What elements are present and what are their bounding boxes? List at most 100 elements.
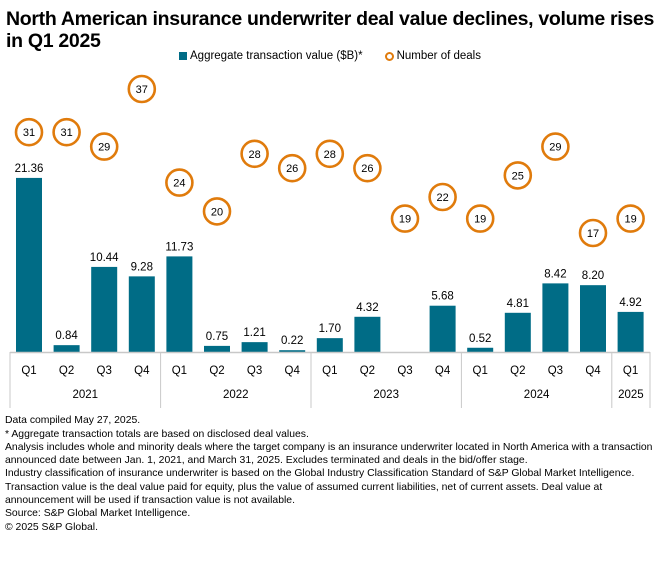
x-tick-label: Q1 (473, 365, 488, 377)
bar (166, 256, 193, 352)
deal-count-label: 20 (211, 206, 223, 218)
deal-count-circle (165, 168, 194, 197)
deal-count-circle (315, 139, 345, 169)
bar-value-label: 5.68 (431, 291, 453, 303)
deal-count-circle (202, 197, 232, 226)
chart-area: 21.36 0.84 10.44 9.28 11.73 0.75 1.21 0.22 1.70 4… (9, 74, 651, 408)
note-asterisk: * Aggregate transaction totals are based… (5, 428, 309, 440)
bar (542, 283, 569, 352)
bar-value-label: 4.32 (356, 302, 378, 314)
deal-count-circle (240, 139, 269, 169)
x-tick-label: Q1 (21, 365, 36, 377)
year-label: 2021 (73, 389, 99, 401)
bar (53, 345, 80, 352)
deal-count-label: 26 (361, 163, 373, 175)
deal-count-circle (503, 161, 533, 190)
deal-count-circle (465, 204, 495, 233)
bar-value-label: 9.28 (131, 261, 153, 273)
bar-value-label: 4.92 (619, 297, 641, 309)
year-label: 2023 (373, 389, 399, 401)
deal-count-label: 37 (136, 84, 148, 96)
deal-count-label: 25 (512, 170, 524, 182)
bar-value-label: 8.20 (582, 270, 604, 282)
deal-count-label: 22 (436, 192, 448, 204)
footnotes: Data compiled May 27, 2025. * Aggregate … (5, 415, 657, 535)
legend-label-deals: Number of deals (396, 50, 481, 62)
bar-value-label: 11.73 (165, 241, 193, 253)
deal-count-label: 29 (549, 142, 561, 154)
bar-value-label: 0.84 (55, 330, 78, 342)
bar (617, 311, 644, 352)
bar-value-label: 8.42 (544, 268, 566, 280)
bar (316, 338, 343, 352)
bar (354, 316, 381, 352)
bar (504, 312, 531, 352)
deal-count-circle (89, 132, 119, 161)
x-tick-label: Q2 (360, 365, 375, 377)
chart-title: North American insurance underwriter dea… (6, 8, 655, 52)
x-tick-label: Q3 (247, 365, 262, 377)
deal-count-circle (14, 117, 44, 147)
bar (467, 347, 494, 352)
deal-count-label: 19 (399, 214, 411, 226)
deal-count-label: 24 (173, 178, 185, 190)
bar (204, 345, 230, 352)
deal-count-circle (277, 153, 307, 183)
deal-count-label: 31 (23, 127, 35, 139)
deal-count-series: 31 31 29 37 24 20 28 26 28 26 19 22 19 25 29 17 19 (14, 74, 645, 248)
bar-value-label: 4.81 (507, 298, 529, 310)
year-label: 2024 (524, 389, 550, 401)
x-tick-label: Q2 (59, 365, 74, 377)
bar (241, 342, 268, 352)
note-copyright: © 2025 S&P Global. (5, 521, 98, 533)
x-tick-label: Q2 (510, 365, 525, 377)
deal-count-circle (52, 117, 81, 147)
x-tick-label: Q4 (285, 365, 301, 377)
bar-value-label: 21.36 (15, 163, 44, 175)
x-tick-label: Q4 (585, 365, 601, 377)
bar (279, 350, 306, 352)
note-source: Source: S&P Global Market Intelligence. (5, 508, 191, 520)
deal-count-circle (428, 182, 457, 212)
x-tick-label: Q1 (623, 365, 638, 377)
bar-value-label: 0.22 (281, 335, 303, 347)
note-classification: Industry classification of insurance und… (5, 468, 635, 480)
legend: Aggregate transaction value ($B)* Number… (0, 50, 660, 62)
x-tick-label: Q3 (97, 365, 112, 377)
year-label: 2022 (223, 389, 249, 401)
legend-item-deals: Number of deals (384, 50, 481, 62)
bar-value-label: 1.21 (243, 327, 265, 339)
x-tick-label: Q1 (172, 365, 187, 377)
x-tick-label: Q1 (322, 365, 337, 377)
deal-count-label: 19 (624, 214, 636, 226)
bar-value-label: 0.52 (469, 333, 491, 345)
circle-swatch-icon (384, 51, 394, 61)
legend-item-value: Aggregate transaction value ($B)* (179, 50, 363, 62)
x-tick-label: Q3 (397, 365, 412, 377)
deal-count-circle (616, 204, 645, 233)
bar-value-labels: 21.36 0.84 10.44 9.28 11.73 0.75 1.21 0.22 1.70 4… (15, 163, 642, 347)
bar (128, 276, 155, 352)
bar-value-label: 1.70 (319, 323, 341, 335)
x-axis: Q1 Q2 Q3 Q4 Q1 Q2 Q3 Q4 Q1 Q2 Q3 Q4 Q1 Q2 Q3 Q4 Q1 2021 20… (9, 351, 651, 408)
deal-count-circle (578, 218, 608, 248)
note-analysis: Analysis includes whole and minority dea… (5, 442, 653, 466)
bar (91, 266, 118, 352)
note-transaction-value: Transaction value is the deal value paid… (5, 481, 603, 506)
deal-count-circle (353, 153, 382, 183)
bar-swatch-icon (179, 52, 187, 60)
deal-count-label: 29 (98, 142, 110, 154)
deal-count-label: 28 (248, 149, 260, 161)
deal-count-label: 26 (286, 163, 298, 175)
bar-series (16, 177, 644, 352)
bar (580, 285, 606, 352)
bar (16, 177, 42, 352)
bar (429, 305, 456, 352)
x-tick-label: Q3 (548, 365, 563, 377)
x-tick-label: Q4 (134, 365, 150, 377)
deal-count-label: 31 (60, 127, 72, 139)
deal-count-circle (127, 74, 157, 104)
legend-label-value: Aggregate transaction value ($B)* (190, 50, 363, 62)
deal-count-label: 19 (474, 214, 486, 226)
deal-count-circle (541, 132, 570, 161)
